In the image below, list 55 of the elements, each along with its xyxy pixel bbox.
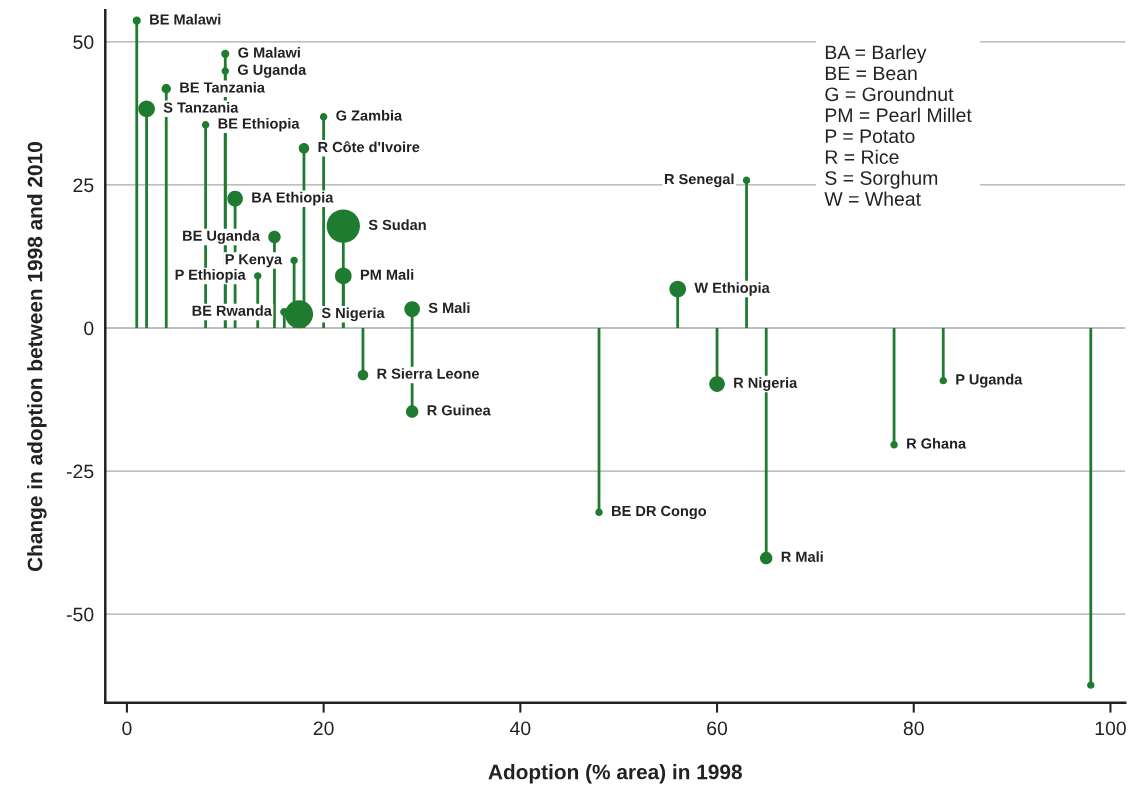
x-tick-label: 20 — [313, 721, 334, 736]
x-tick-label: 0 — [122, 721, 132, 736]
y-axis-title: Change in adoption between 1998 and 2010 — [27, 142, 47, 572]
x-tick-label: 40 — [509, 721, 531, 736]
point — [1087, 681, 1095, 689]
annotation: S Sudan — [368, 219, 426, 231]
point — [595, 508, 603, 517]
annotation: R Sierra Leone — [377, 368, 479, 379]
annotation: S Tanzania — [163, 101, 239, 113]
annotation: S Nigeria — [321, 307, 385, 322]
point — [221, 49, 230, 58]
point — [201, 121, 210, 129]
annotation: BA Ethiopia — [252, 191, 334, 206]
x-tick-label: 100 — [1095, 721, 1126, 736]
annotation: R Nigeria — [734, 377, 798, 391]
point — [939, 376, 947, 385]
annotation: BE Uganda — [183, 230, 260, 244]
annotation: G Zambia — [336, 110, 403, 121]
annotation: BE Malawi — [150, 13, 221, 25]
annotation: W Ethiopia — [694, 282, 770, 296]
point — [742, 176, 751, 185]
annotation: BE Ethiopia — [218, 118, 300, 132]
point — [254, 272, 262, 280]
annotation: P Ethiopia — [175, 269, 246, 283]
annotation: R Mali — [781, 551, 823, 562]
annotation: S Mali — [428, 302, 470, 314]
point — [132, 16, 141, 25]
y-tick-label: -50 — [66, 607, 94, 622]
annotation: PM Mali — [360, 269, 414, 280]
point — [319, 113, 328, 121]
annotation: BA = Barley BE = Bean G = Groundnut PM = Pearl Millet P = Potato R = Rice S = Sorghum W = Wheat — [824, 44, 972, 206]
point — [221, 67, 229, 75]
point — [890, 441, 898, 449]
annotation: P Uganda — [956, 373, 1023, 388]
point — [290, 256, 298, 265]
point — [161, 84, 171, 94]
y-tick-label: 25 — [73, 178, 94, 193]
x-tick-label: 60 — [707, 721, 728, 736]
annotation: R Senegal — [664, 173, 734, 188]
point — [357, 369, 369, 381]
y-tick-label: 0 — [84, 321, 94, 336]
point — [298, 143, 310, 154]
x-tick-label: 80 — [903, 721, 924, 736]
annotation: R Côte d'Ivoire — [318, 141, 420, 153]
annotation: BE DR Congo — [612, 505, 707, 520]
annotation: R Guinea — [427, 404, 491, 416]
annotation: G Uganda — [237, 64, 307, 78]
annotation: BE Tanzania — [180, 81, 266, 93]
y-tick-label: 50 — [73, 35, 94, 50]
x-axis-title: Adoption (% area) in 1998 — [488, 764, 742, 784]
annotation: P Kenya — [225, 254, 283, 268]
annotation: BE Rwanda — [192, 305, 272, 316]
y-tick-label: -25 — [66, 464, 94, 479]
annotation: G Malawi — [238, 47, 300, 58]
annotation: R Ghana — [907, 437, 967, 449]
